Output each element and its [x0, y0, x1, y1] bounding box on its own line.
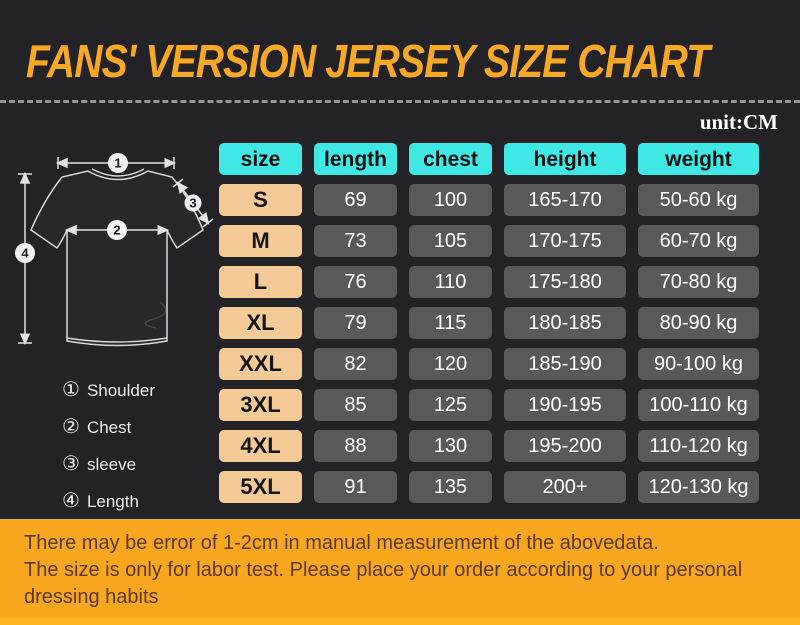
- chest-cell: 110: [409, 266, 492, 298]
- chest-cell: 125: [409, 389, 492, 421]
- size-cell: 4XL: [219, 430, 302, 462]
- table-header-weight: weight: [638, 143, 759, 175]
- length-cell: 69: [314, 184, 397, 216]
- svg-text:2: 2: [113, 223, 120, 238]
- dashed-divider: [0, 100, 800, 103]
- circled-1-icon: ①: [62, 379, 80, 401]
- chest-cell: 100: [409, 184, 492, 216]
- table-header-size: size: [219, 143, 302, 175]
- size-cell: L: [219, 266, 302, 298]
- weight-cell: 70-80 kg: [638, 266, 759, 298]
- length-cell: 88: [314, 430, 397, 462]
- length-cell: 79: [314, 307, 397, 339]
- legend-item-chest: ② Chest: [62, 414, 155, 440]
- svg-text:1: 1: [114, 156, 121, 171]
- marker-4: 4: [15, 243, 35, 263]
- weight-cell: 110-120 kg: [638, 430, 759, 462]
- measurement-legend: ① Shoulder ② Chest ③ sleeve ④ Length: [62, 377, 155, 525]
- weight-cell: 100-110 kg: [638, 389, 759, 421]
- legend-label: Length: [86, 491, 139, 511]
- hem-line: [66, 337, 168, 343]
- legend-item-shoulder: ① Shoulder: [62, 377, 155, 403]
- weight-cell: 80-90 kg: [638, 307, 759, 339]
- chest-cell: 120: [409, 348, 492, 380]
- size-cell: 3XL: [219, 389, 302, 421]
- table-header-length: length: [314, 143, 397, 175]
- footer-accent-strip: [0, 618, 800, 625]
- size-table: size length chest height weight S 69 100…: [219, 143, 759, 503]
- height-cell: 185-190: [504, 348, 626, 380]
- legend-label: sleeve: [86, 454, 137, 474]
- chest-cell: 135: [409, 471, 492, 503]
- tshirt-measurement-diagram: 1 2 3 4: [15, 153, 214, 347]
- svg-text:3: 3: [189, 196, 196, 211]
- legend-label: Shoulder: [86, 380, 155, 400]
- height-cell: 195-200: [504, 430, 626, 462]
- unit-label: unit:CM: [699, 110, 778, 134]
- circled-4-icon: ④: [62, 490, 80, 512]
- weight-cell: 90-100 kg: [638, 348, 759, 380]
- disclaimer-banner: There may be error of 1-2cm in manual me…: [0, 519, 800, 625]
- length-cell: 82: [314, 348, 397, 380]
- disclaimer-line: dressing habits: [24, 586, 159, 608]
- size-cell: M: [219, 225, 302, 257]
- legend-label: Chest: [86, 417, 132, 437]
- tshirt-illustration: [30, 168, 204, 347]
- height-cell: 165-170: [504, 184, 626, 216]
- disclaimer-line: The size is only for labor test. Please …: [24, 559, 743, 581]
- weight-cell: 50-60 kg: [638, 184, 759, 216]
- weight-cell: 60-70 kg: [638, 225, 759, 257]
- height-cell: 175-180: [504, 266, 626, 298]
- circled-3-icon: ③: [62, 453, 80, 475]
- length-cell: 73: [314, 225, 397, 257]
- chest-cell: 115: [409, 307, 492, 339]
- chest-cell: 105: [409, 225, 492, 257]
- legend-item-sleeve: ③ sleeve: [62, 451, 155, 477]
- height-cell: 170-175: [504, 225, 626, 257]
- marker-1: 1: [108, 153, 128, 173]
- height-cell: 180-185: [504, 307, 626, 339]
- circled-2-icon: ②: [62, 416, 80, 438]
- marker-2: 2: [107, 220, 127, 240]
- table-header-chest: chest: [409, 143, 492, 175]
- length-cell: 76: [314, 266, 397, 298]
- svg-text:4: 4: [21, 246, 29, 261]
- size-cell: 5XL: [219, 471, 302, 503]
- height-cell: 190-195: [504, 389, 626, 421]
- size-cell: XL: [219, 307, 302, 339]
- length-cell: 85: [314, 389, 397, 421]
- size-cell: XXL: [219, 348, 302, 380]
- table-header-height: height: [504, 143, 626, 175]
- chest-cell: 130: [409, 430, 492, 462]
- collar-line: [91, 168, 145, 177]
- weight-cell: 120-130 kg: [638, 471, 759, 503]
- length-cell: 91: [314, 471, 397, 503]
- page-title: FANS' VERSION JERSEY SIZE CHART: [26, 35, 710, 87]
- height-cell: 200+: [504, 471, 626, 503]
- size-cell: S: [219, 184, 302, 216]
- legend-item-length: ④ Length: [62, 488, 155, 514]
- crease-line: [144, 301, 167, 329]
- marker-3: 3: [184, 194, 202, 212]
- disclaimer-line: There may be error of 1-2cm in manual me…: [24, 532, 659, 554]
